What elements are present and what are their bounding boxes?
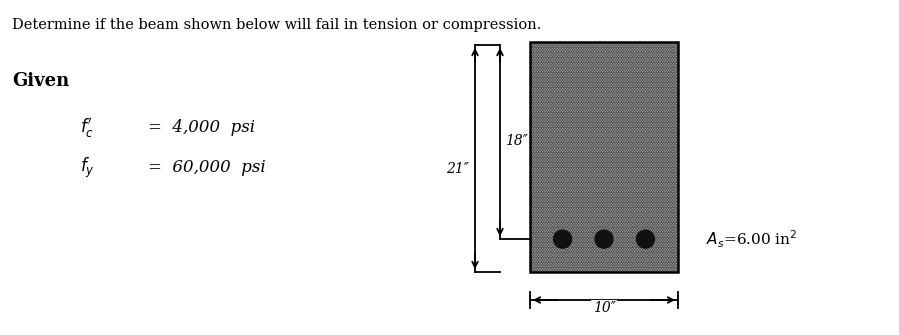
Text: =  60,000  psi: = 60,000 psi bbox=[148, 159, 266, 177]
Text: $f_y$: $f_y$ bbox=[80, 156, 95, 180]
Circle shape bbox=[636, 230, 654, 248]
Circle shape bbox=[595, 230, 613, 248]
Text: $A_s$=6.00 in$^2$: $A_s$=6.00 in$^2$ bbox=[706, 228, 797, 250]
Text: =  4,000  psi: = 4,000 psi bbox=[148, 120, 255, 136]
Text: 18″: 18″ bbox=[505, 134, 528, 148]
Text: 10″: 10″ bbox=[592, 301, 616, 315]
Text: 21″: 21″ bbox=[446, 162, 469, 176]
Bar bbox=[530, 42, 678, 272]
Text: Given: Given bbox=[12, 72, 69, 90]
Circle shape bbox=[554, 230, 572, 248]
Text: $f_c'$: $f_c'$ bbox=[80, 116, 94, 140]
Text: Determine if the beam shown below will fail in tension or compression.: Determine if the beam shown below will f… bbox=[12, 18, 541, 32]
